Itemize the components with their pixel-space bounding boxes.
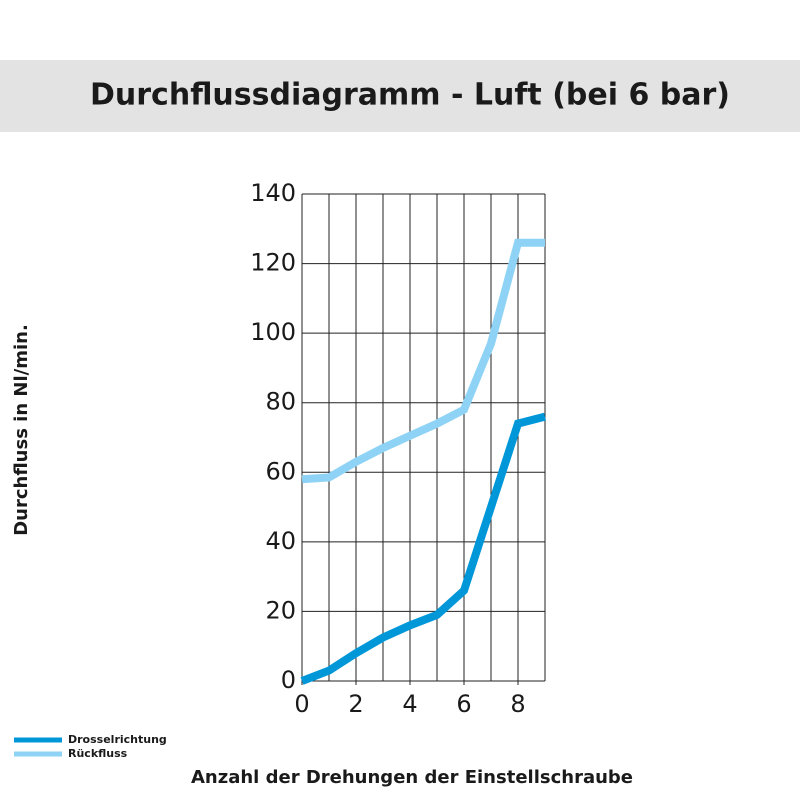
y-axis-label: Durchfluss in Nl/min. [11, 324, 32, 536]
x-tick-label: 6 [456, 690, 471, 718]
x-tick-label: 4 [402, 690, 417, 718]
x-tick-label: 0 [294, 690, 309, 718]
y-tick-label: 120 [250, 249, 296, 277]
y-tick-label: 20 [265, 596, 296, 624]
y-tick-label: 140 [250, 179, 296, 207]
y-tick-label: 100 [250, 318, 296, 346]
chart-title: Durchflussdiagramm - Luft (bei 6 bar) [90, 78, 730, 113]
series-line [300, 412, 546, 685]
x-axis-label: Anzahl der Drehungen der Einstellschraub… [191, 767, 633, 788]
y-tick-label: 60 [265, 457, 296, 485]
title-band [0, 60, 800, 132]
y-tick-label: 40 [265, 527, 296, 555]
y-tick-label: 80 [265, 388, 296, 416]
x-tick-label: 2 [348, 690, 363, 718]
legend-label: Rückfluss [68, 747, 128, 760]
y-tick-label: 0 [281, 666, 296, 694]
series-line [301, 238, 545, 484]
x-tick-label: 8 [510, 690, 525, 718]
legend-label: Drosselrichtung [68, 733, 167, 746]
